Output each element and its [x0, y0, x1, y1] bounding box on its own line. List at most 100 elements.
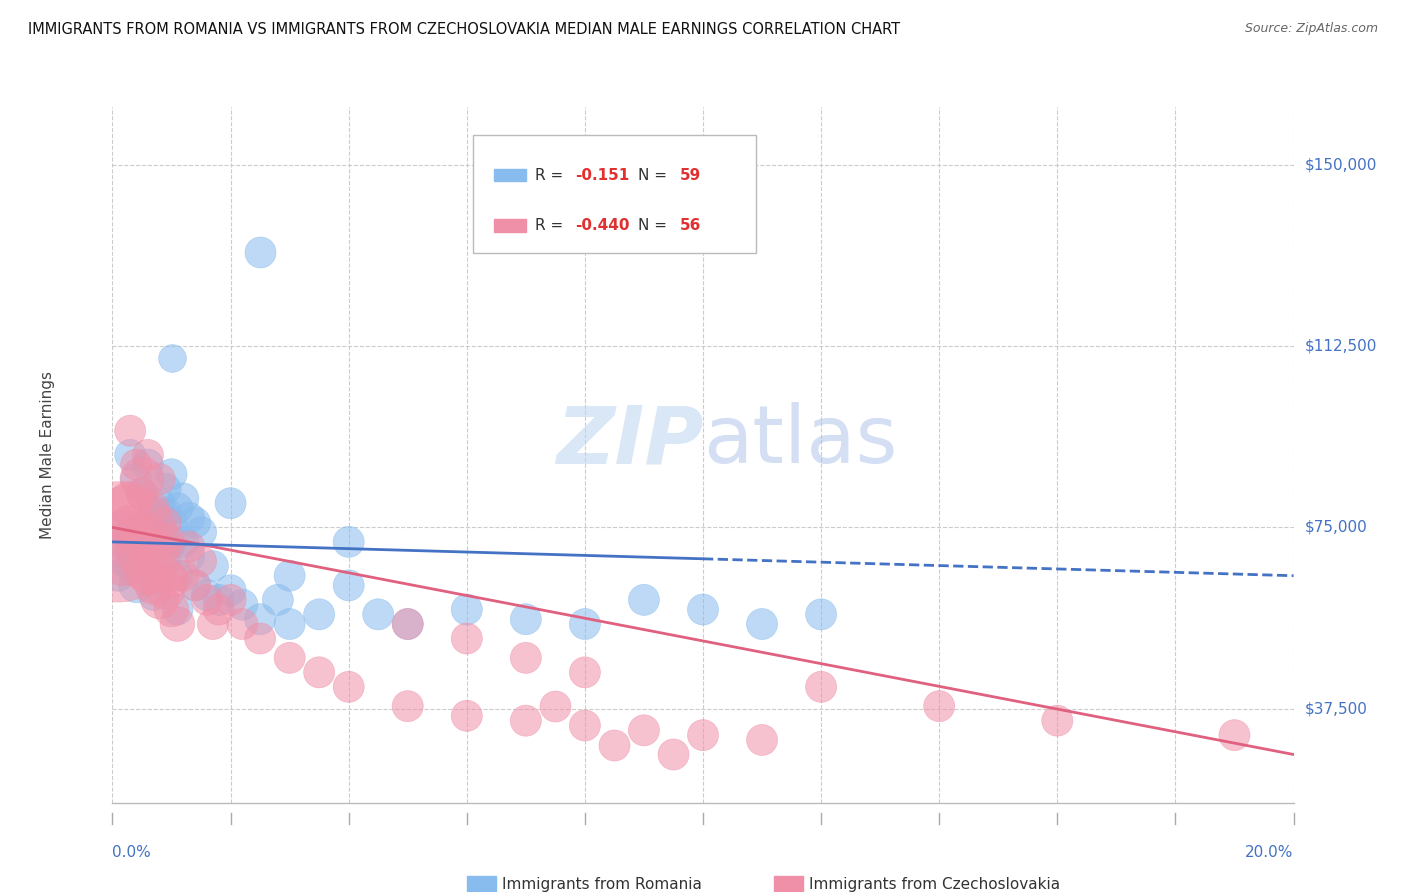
Point	[142, 540, 165, 554]
Text: $37,500: $37,500	[1305, 701, 1368, 716]
Text: N =: N =	[638, 218, 676, 233]
Point	[120, 520, 142, 534]
Point	[396, 617, 419, 632]
Point	[136, 525, 159, 540]
Point	[155, 534, 177, 549]
Text: N =: N =	[638, 168, 676, 183]
Point	[278, 617, 301, 632]
Point	[131, 549, 153, 564]
Text: R =: R =	[536, 168, 574, 183]
Point	[219, 496, 242, 510]
Point	[184, 516, 207, 530]
Point	[112, 520, 135, 534]
Bar	[773, 876, 803, 892]
Point	[160, 602, 183, 616]
Point	[142, 501, 165, 516]
Point	[337, 578, 360, 592]
Point	[160, 568, 183, 582]
Point	[810, 607, 832, 622]
Point	[125, 530, 148, 544]
Point	[149, 554, 172, 568]
Point	[112, 554, 135, 568]
Point	[120, 559, 142, 574]
Point	[160, 467, 183, 482]
Text: 0.0%: 0.0%	[112, 845, 152, 860]
Point	[179, 540, 201, 554]
Point	[201, 559, 224, 574]
Point	[751, 617, 773, 632]
Point	[308, 665, 330, 680]
Point	[155, 583, 177, 598]
Point	[1046, 714, 1069, 728]
Point	[112, 506, 135, 520]
Point	[337, 680, 360, 694]
Point	[692, 602, 714, 616]
Point	[208, 592, 231, 607]
Point	[184, 578, 207, 592]
Text: $75,000: $75,000	[1305, 520, 1368, 535]
Point	[219, 583, 242, 598]
Point	[179, 510, 201, 524]
Text: Immigrants from Romania: Immigrants from Romania	[502, 877, 702, 892]
Point	[149, 574, 172, 588]
Point	[149, 472, 172, 486]
Point	[249, 632, 271, 646]
Point	[633, 592, 655, 607]
Point	[125, 540, 148, 554]
Point	[190, 525, 212, 540]
Point	[201, 617, 224, 632]
Point	[149, 496, 172, 510]
Point	[131, 525, 153, 540]
Point	[155, 506, 177, 520]
Point	[120, 534, 142, 549]
Point	[515, 651, 537, 665]
Point	[131, 486, 153, 500]
Point	[131, 486, 153, 500]
Point	[574, 718, 596, 732]
Point	[928, 699, 950, 714]
Point	[155, 554, 177, 568]
Point	[142, 578, 165, 592]
Text: IMMIGRANTS FROM ROMANIA VS IMMIGRANTS FROM CZECHOSLOVAKIA MEDIAN MALE EARNINGS C: IMMIGRANTS FROM ROMANIA VS IMMIGRANTS FR…	[28, 22, 900, 37]
Point	[120, 496, 142, 510]
Text: Median Male Earnings: Median Male Earnings	[39, 371, 55, 539]
Text: $150,000: $150,000	[1305, 158, 1376, 172]
Point	[1223, 728, 1246, 742]
Point	[125, 472, 148, 486]
Point	[308, 607, 330, 622]
Text: Immigrants from Czechoslovakia: Immigrants from Czechoslovakia	[810, 877, 1060, 892]
Text: Source: ZipAtlas.com: Source: ZipAtlas.com	[1244, 22, 1378, 36]
Point	[160, 516, 183, 530]
Point	[278, 568, 301, 582]
Point	[155, 482, 177, 496]
Point	[184, 578, 207, 592]
Point	[231, 617, 253, 632]
Point	[142, 506, 165, 520]
Point	[692, 728, 714, 742]
Point	[136, 458, 159, 472]
Point	[810, 680, 832, 694]
Point	[515, 612, 537, 626]
Point	[515, 714, 537, 728]
Point	[142, 510, 165, 524]
Point	[179, 549, 201, 564]
Text: $112,500: $112,500	[1305, 339, 1376, 354]
Point	[125, 544, 148, 558]
Point	[136, 564, 159, 578]
Point	[231, 598, 253, 612]
Point	[208, 602, 231, 616]
FancyBboxPatch shape	[472, 135, 756, 253]
Text: R =: R =	[536, 218, 574, 233]
Bar	[494, 169, 526, 181]
Text: -0.151: -0.151	[575, 168, 630, 183]
Point	[136, 568, 159, 582]
Point	[190, 554, 212, 568]
Point	[396, 699, 419, 714]
Point	[149, 520, 172, 534]
Text: 20.0%: 20.0%	[1246, 845, 1294, 860]
Point	[107, 568, 129, 582]
Point	[131, 564, 153, 578]
Point	[160, 534, 183, 549]
Point	[396, 617, 419, 632]
Point	[166, 568, 188, 582]
